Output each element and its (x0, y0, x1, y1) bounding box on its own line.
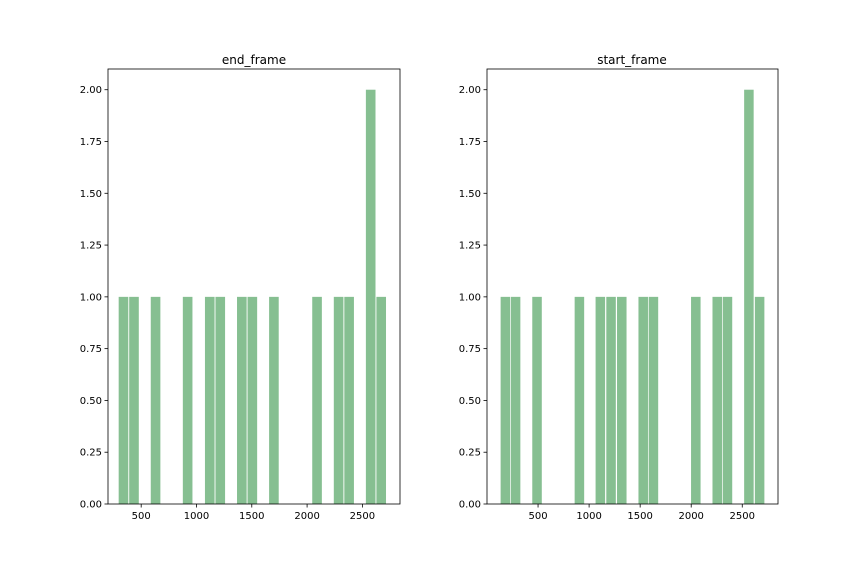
y-tick-label: 0.00 (80, 500, 102, 511)
histogram-bar (532, 296, 542, 504)
histogram-bar (247, 296, 258, 504)
y-tick-label: 1.25 (80, 241, 102, 252)
x-tick-label: 1000 (576, 511, 601, 522)
histogram-bar (595, 296, 606, 504)
histogram-bar (182, 296, 193, 504)
y-tick-label: 1.00 (80, 292, 102, 303)
x-tick-label: 2500 (730, 511, 755, 522)
chart-title: end_frame (222, 53, 286, 67)
histogram-bar (638, 296, 648, 504)
y-tick-label: 1.75 (80, 137, 102, 148)
histogram-bar (215, 296, 226, 504)
histogram-bar (754, 296, 765, 504)
start-frame-histogram: start_frame 0.00 0.25 0.50 0.75 1.00 1.25 1.50… (459, 53, 779, 522)
histogram-bar (312, 296, 322, 504)
x-tick-label: 500 (132, 511, 151, 522)
histogram-bar (606, 296, 616, 504)
histogram-bar (118, 296, 129, 504)
axes-frame (107, 68, 401, 505)
histogram-bar (204, 296, 215, 504)
y-tick-label: 0.50 (80, 396, 102, 407)
x-tick-label: 2500 (350, 511, 375, 522)
histogram-bar (691, 296, 701, 504)
histogram-bar (150, 296, 161, 504)
x-tick-label: 500 (529, 511, 548, 522)
y-tick-label: 0.25 (80, 448, 102, 459)
histogram-bar (574, 296, 585, 504)
histogram-bar (500, 296, 511, 504)
histogram-bar (617, 296, 627, 504)
chart-title: start_frame (597, 53, 667, 67)
histogram-bar (129, 296, 139, 504)
x-tick-label: 1500 (627, 511, 652, 522)
end-frame-histogram: end_frame 0.00 0.25 0.50 0.75 1.00 1.25 1.50 1.… (80, 53, 401, 522)
y-tick-label: 1.75 (459, 137, 481, 148)
y-tick-label: 0.75 (80, 344, 102, 355)
y-tick-label: 1.50 (459, 189, 481, 200)
histogram-bar (648, 296, 659, 504)
histogram-bar (744, 89, 754, 504)
histogram-bar (269, 296, 279, 504)
y-tick-label: 1.50 (80, 189, 102, 200)
histogram-bar (712, 296, 723, 504)
histogram-bar (722, 296, 733, 504)
y-tick-label: 2.00 (459, 85, 481, 96)
y-tick-label: 0.25 (459, 448, 481, 459)
histogram-bar (344, 296, 354, 504)
y-tick-label: 0.00 (459, 500, 481, 511)
histogram-bar (510, 296, 521, 504)
y-tick-label: 1.00 (459, 292, 481, 303)
histogram-bar (333, 296, 344, 504)
axes-frame (486, 68, 779, 505)
y-tick-label: 0.75 (459, 344, 481, 355)
y-tick-label: 1.25 (459, 241, 481, 252)
y-tick-label: 2.00 (80, 85, 102, 96)
x-tick-label: 2000 (678, 511, 703, 522)
histogram-bar (237, 296, 247, 504)
histogram-bar (376, 296, 387, 504)
histogram-bar (365, 89, 376, 504)
x-tick-label: 1500 (239, 511, 264, 522)
x-tick-label: 2000 (294, 511, 319, 522)
x-tick-label: 1000 (184, 511, 209, 522)
y-tick-label: 0.50 (459, 396, 481, 407)
